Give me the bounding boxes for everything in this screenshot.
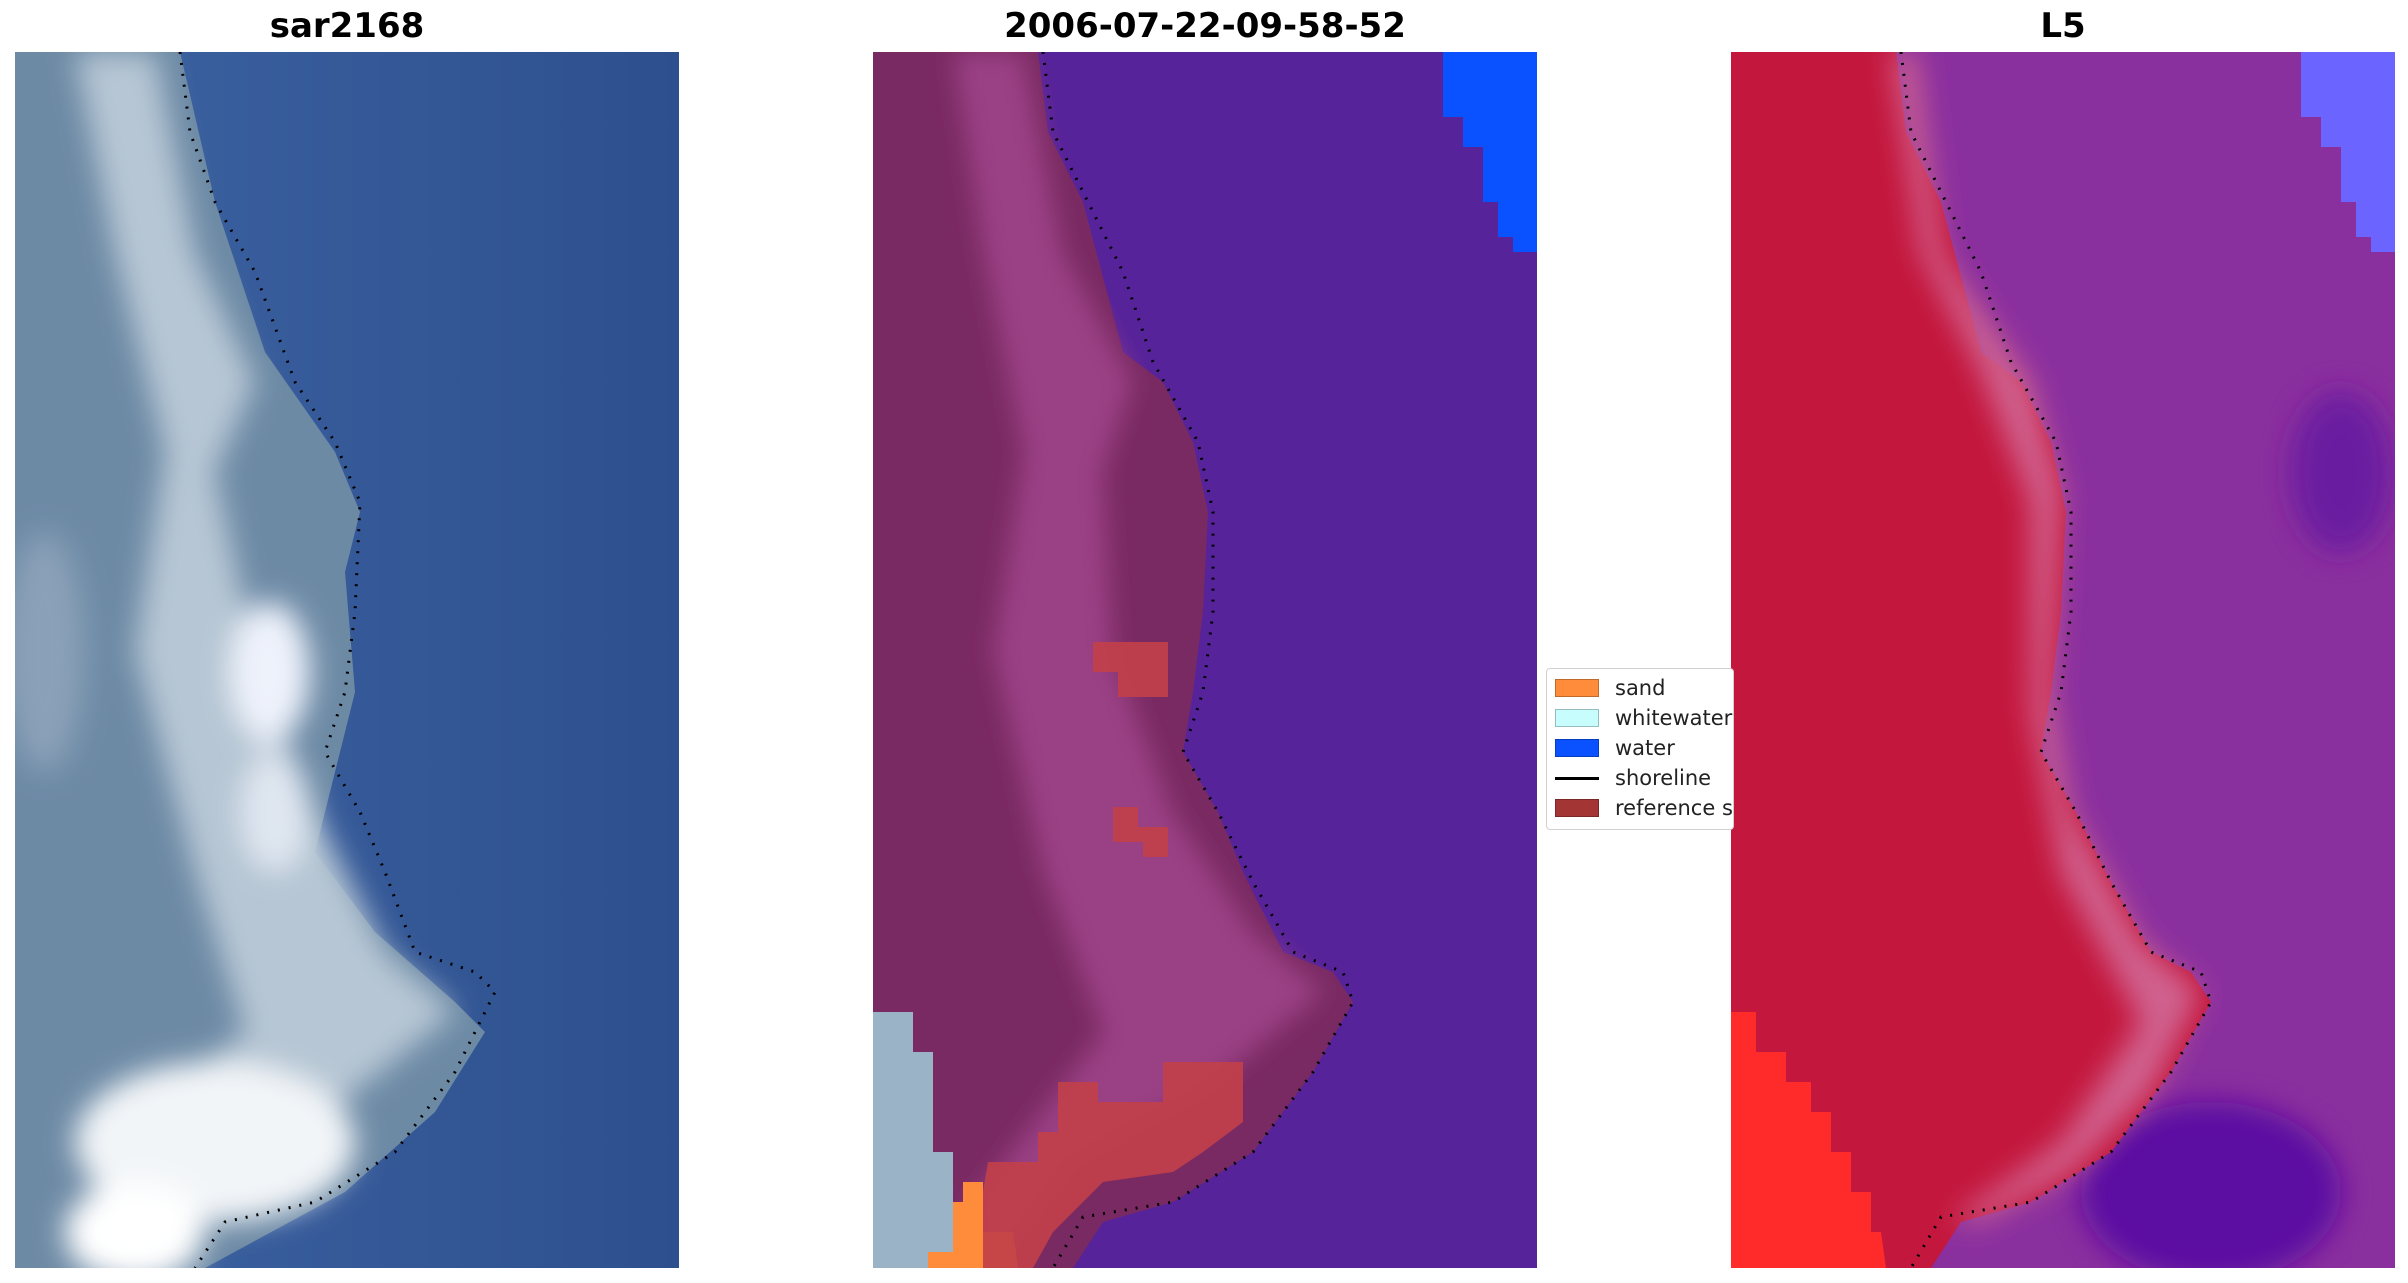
panel-title-false-color: L5 — [2040, 6, 2086, 46]
legend-item-shoreline: shoreline — [1555, 763, 1711, 793]
legend-item-whitewater: whitewater — [1555, 703, 1732, 733]
legend-label: shoreline — [1615, 766, 1712, 790]
land-area — [1731, 52, 2211, 1268]
false-color-panel — [1731, 52, 2395, 1268]
legend-label: sand — [1615, 676, 1666, 700]
rgb-image — [15, 52, 679, 1268]
panel-title-rgb: sar2168 — [269, 6, 425, 46]
legend-swatch-whitewater — [1555, 709, 1599, 727]
water-class — [2301, 52, 2395, 252]
legend-label: reference shoreline buffer — [1615, 796, 1733, 820]
legend: sand whitewater water shoreline referenc… — [1546, 668, 1734, 830]
water-class — [1443, 52, 1537, 252]
legend-item-reference-buffer: reference shoreline buffer — [1555, 793, 1733, 823]
reference-shoreline-buffer — [983, 642, 1243, 1268]
false-color-image — [1731, 52, 2395, 1268]
bright-land-class — [1731, 1012, 1886, 1268]
whitewater-class — [873, 1012, 953, 1268]
classification-image — [873, 52, 1537, 1268]
legend-item-sand: sand — [1555, 673, 1665, 703]
legend-swatch-sand — [1555, 679, 1599, 697]
legend-label: water — [1615, 736, 1675, 760]
legend-item-water: water — [1555, 733, 1675, 763]
legend-swatch-reference-buffer — [1555, 799, 1599, 817]
legend-swatch-water — [1555, 739, 1599, 757]
legend-label: whitewater — [1615, 706, 1733, 730]
rgb-image-panel — [15, 52, 679, 1268]
classification-panel — [873, 52, 1537, 1268]
legend-swatch-shoreline — [1555, 776, 1599, 780]
panel-title-classification: 2006-07-22-09-58-52 — [1004, 6, 1406, 46]
